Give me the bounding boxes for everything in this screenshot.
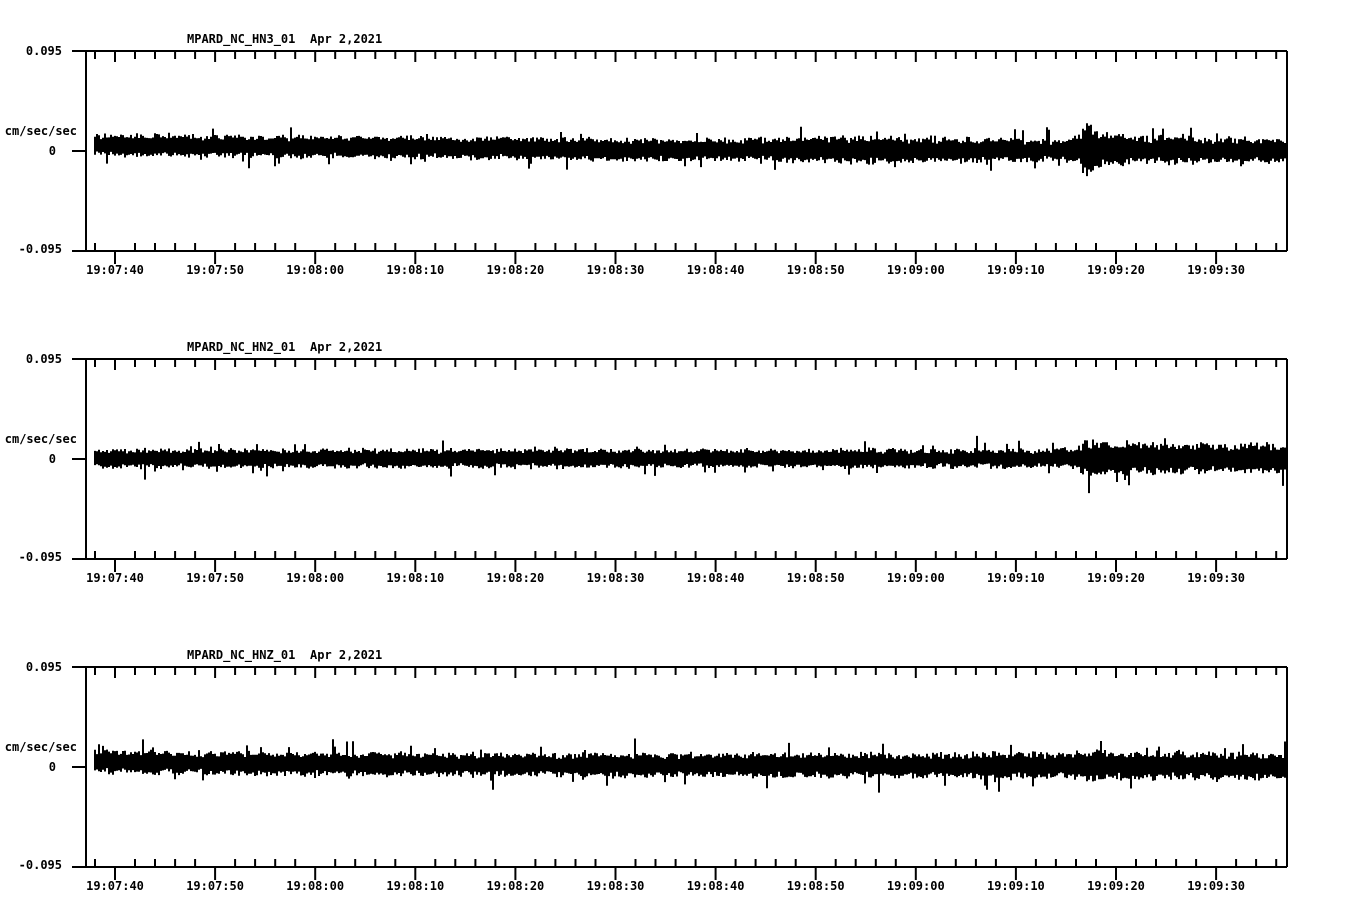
plot-frame — [72, 50, 1288, 252]
waveform-trace — [94, 738, 1286, 793]
y-tick-min-label: -0.095 — [18, 858, 62, 872]
y-tick-zero-label: 0 — [48, 452, 56, 466]
axis-ticks — [94, 667, 1278, 880]
seismogram-panel-hnz: MPARD_NC_HNZ_01 Apr 2,2021 0.095 cm/sec/… — [0, 616, 1358, 924]
trace-id-label: MPARD_NC_HN3_01 — [187, 32, 296, 46]
y-tick-min-label: -0.095 — [18, 550, 62, 564]
y-tick-zero-label: 0 — [48, 144, 56, 158]
y-tick-max-label: 0.095 — [25, 352, 62, 366]
trace-id-label: MPARD_NC_HN2_01 — [187, 340, 296, 354]
trace-date-label: Apr 2,2021 — [310, 32, 383, 46]
seismogram-panel-hn3: MPARD_NC_HN3_01 Apr 2,2021 0.095 cm/sec/… — [0, 0, 1358, 308]
y-tick-zero-label: 0 — [48, 760, 56, 774]
seismogram-panel-hn2: MPARD_NC_HN2_01 Apr 2,2021 0.095 cm/sec/… — [0, 308, 1358, 616]
trace-date-label: Apr 2,2021 — [310, 648, 383, 662]
trace-id-label: MPARD_NC_HNZ_01 — [187, 648, 296, 662]
trace-date-label: Apr 2,2021 — [310, 340, 383, 354]
waveform-trace — [94, 435, 1286, 494]
waveform-plot — [72, 666, 1288, 880]
y-tick-max-label: 0.095 — [25, 660, 62, 674]
plot-frame — [72, 358, 1288, 560]
waveform-plot — [72, 358, 1288, 572]
y-tick-min-label: -0.095 — [18, 242, 62, 256]
y-axis-units-label: cm/sec/sec — [4, 740, 77, 754]
axis-ticks — [94, 359, 1278, 572]
waveform-trace — [94, 123, 1286, 177]
axis-ticks — [94, 51, 1278, 264]
plot-frame — [72, 666, 1288, 868]
y-tick-max-label: 0.095 — [25, 44, 62, 58]
y-axis-units-label: cm/sec/sec — [4, 124, 77, 138]
y-axis-units-label: cm/sec/sec — [4, 432, 77, 446]
waveform-plot — [72, 50, 1288, 264]
